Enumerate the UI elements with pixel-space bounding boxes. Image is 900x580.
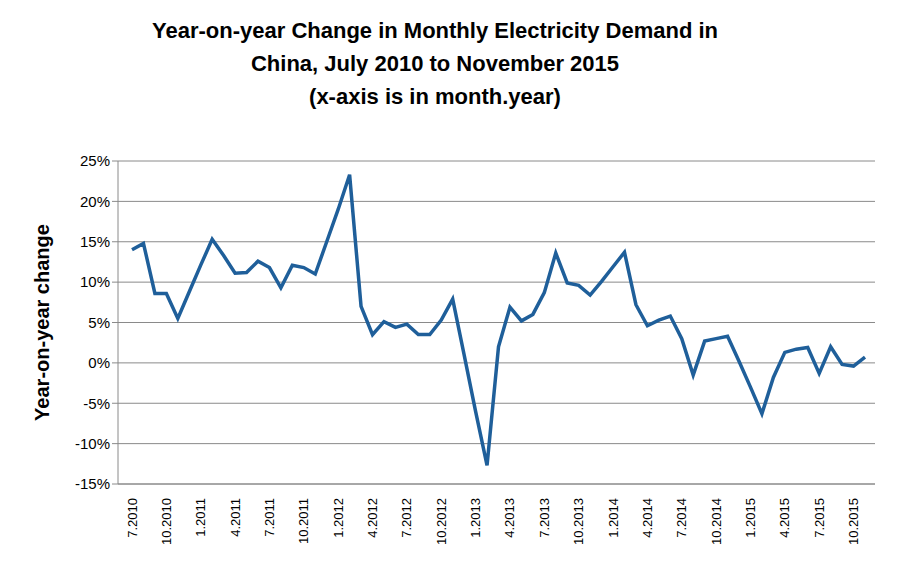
- svg-text:1.2012: 1.2012: [331, 498, 346, 538]
- svg-text:1.2011: 1.2011: [193, 498, 208, 537]
- svg-text:1.2014: 1.2014: [606, 498, 621, 538]
- svg-text:25%: 25%: [80, 152, 110, 169]
- svg-text:4.2014: 4.2014: [640, 498, 655, 538]
- svg-text:15%: 15%: [80, 233, 110, 250]
- svg-text:5%: 5%: [88, 314, 110, 331]
- svg-text:10.2012: 10.2012: [434, 498, 449, 545]
- svg-text:10.2013: 10.2013: [571, 498, 586, 545]
- svg-text:1.2015: 1.2015: [743, 498, 758, 538]
- svg-text:4.2012: 4.2012: [365, 498, 380, 538]
- svg-text:4.2015: 4.2015: [777, 498, 792, 538]
- svg-text:10.2011: 10.2011: [296, 498, 311, 544]
- svg-text:10%: 10%: [80, 273, 110, 290]
- svg-text:7.2010: 7.2010: [125, 498, 140, 538]
- svg-text:7.2015: 7.2015: [812, 498, 827, 538]
- svg-text:-10%: -10%: [75, 435, 110, 452]
- svg-text:-15%: -15%: [75, 475, 110, 492]
- svg-text:4.2011: 4.2011: [228, 498, 243, 537]
- svg-text:7.2012: 7.2012: [399, 498, 414, 538]
- html-text:China, July 2010 to November 2: China, July 2010 to November 2015: [251, 51, 619, 76]
- svg-text:0%: 0%: [88, 354, 110, 371]
- html-text:(x-axis is in month.year): (x-axis is in month.year): [309, 84, 561, 109]
- svg-text:7.2011: 7.2011: [262, 498, 277, 537]
- html-text:Year-on-year Change in Monthly: Year-on-year Change in Monthly Electrici…: [152, 18, 718, 43]
- svg-text:Year-on-year change: Year-on-year change: [31, 224, 53, 421]
- svg-text:10.2015: 10.2015: [846, 498, 861, 545]
- svg-text:10.2014: 10.2014: [709, 498, 724, 545]
- svg-text:1.2013: 1.2013: [468, 498, 483, 538]
- svg-text:10.2010: 10.2010: [159, 498, 174, 545]
- svg-text:-5%: -5%: [83, 395, 110, 412]
- svg-text:20%: 20%: [80, 193, 110, 210]
- svg-text:4.2013: 4.2013: [502, 498, 517, 538]
- svg-text:7.2014: 7.2014: [674, 498, 689, 538]
- svg-text:7.2013: 7.2013: [537, 498, 552, 538]
